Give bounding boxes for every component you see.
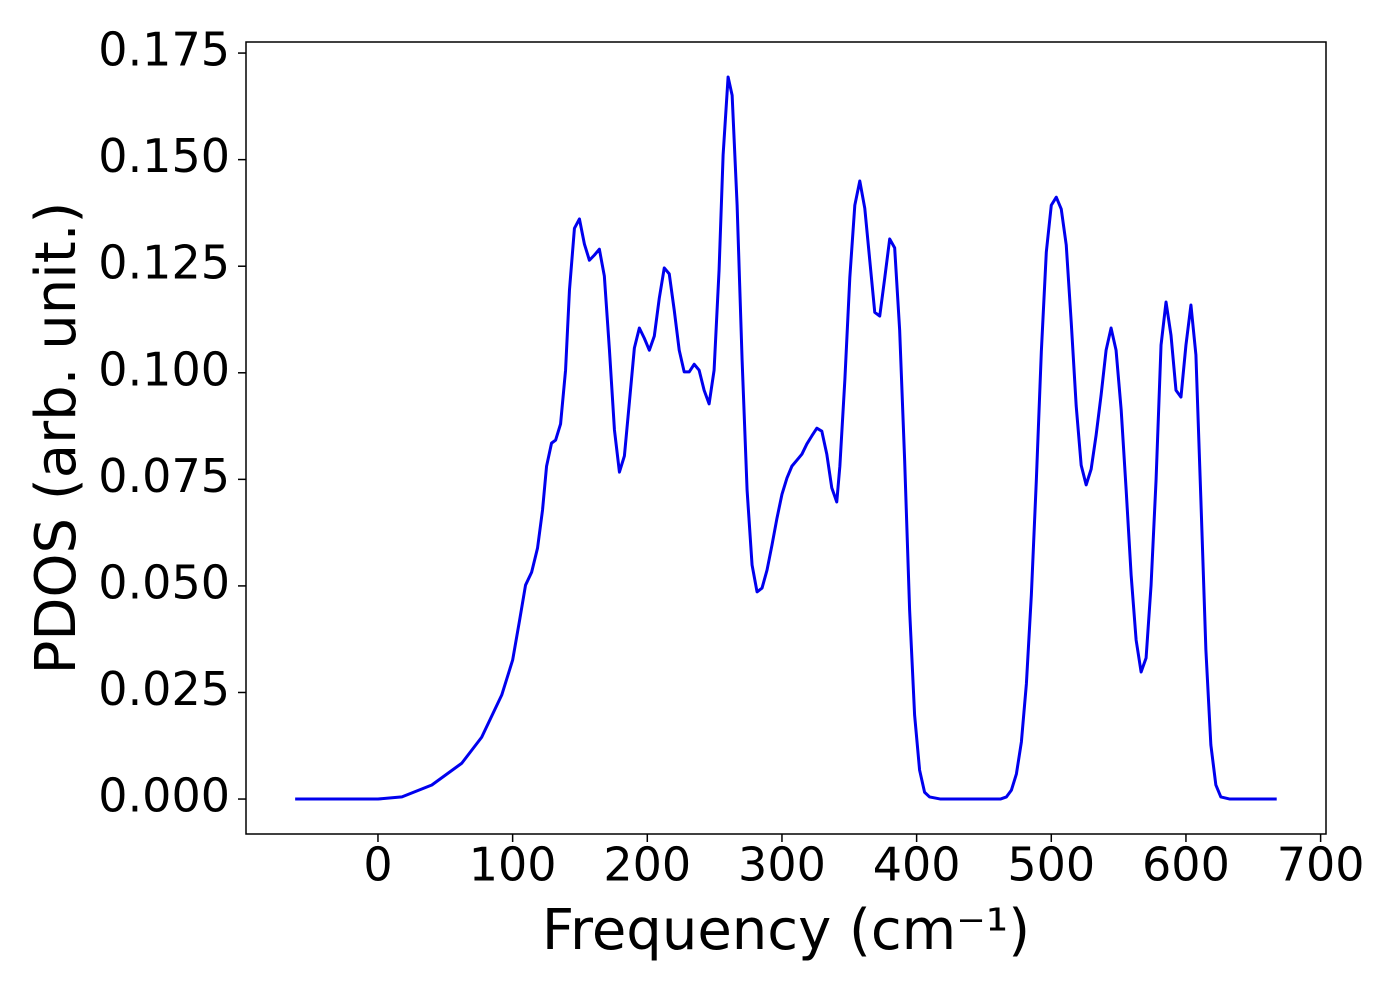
x-axis-label: Frequency (cm⁻¹) xyxy=(542,898,1030,963)
line-series xyxy=(295,75,1277,801)
x-tick-label: 400 xyxy=(873,838,961,892)
x-tick-label: 300 xyxy=(738,838,826,892)
plot-frame xyxy=(245,41,1327,835)
y-tick-label: 0.125 xyxy=(98,236,230,290)
y-tick-label: 0.000 xyxy=(98,769,230,823)
x-tick-label: 700 xyxy=(1277,838,1365,892)
x-tick-label: 200 xyxy=(603,838,691,892)
x-tick-label: 0 xyxy=(363,838,392,892)
y-tick-label: 0.075 xyxy=(98,449,230,503)
y-tick-label: 0.175 xyxy=(98,23,230,77)
x-tick-label: 100 xyxy=(469,838,557,892)
y-tick-label: 0.025 xyxy=(98,662,230,716)
y-tick-label: 0.050 xyxy=(98,555,230,609)
x-tick-label: 600 xyxy=(1142,838,1230,892)
y-axis-label: PDOS (arb. unit.) xyxy=(24,202,89,675)
y-tick-label: 0.100 xyxy=(98,342,230,396)
y-tick-label: 0.150 xyxy=(98,129,230,183)
x-tick-label: 500 xyxy=(1007,838,1095,892)
